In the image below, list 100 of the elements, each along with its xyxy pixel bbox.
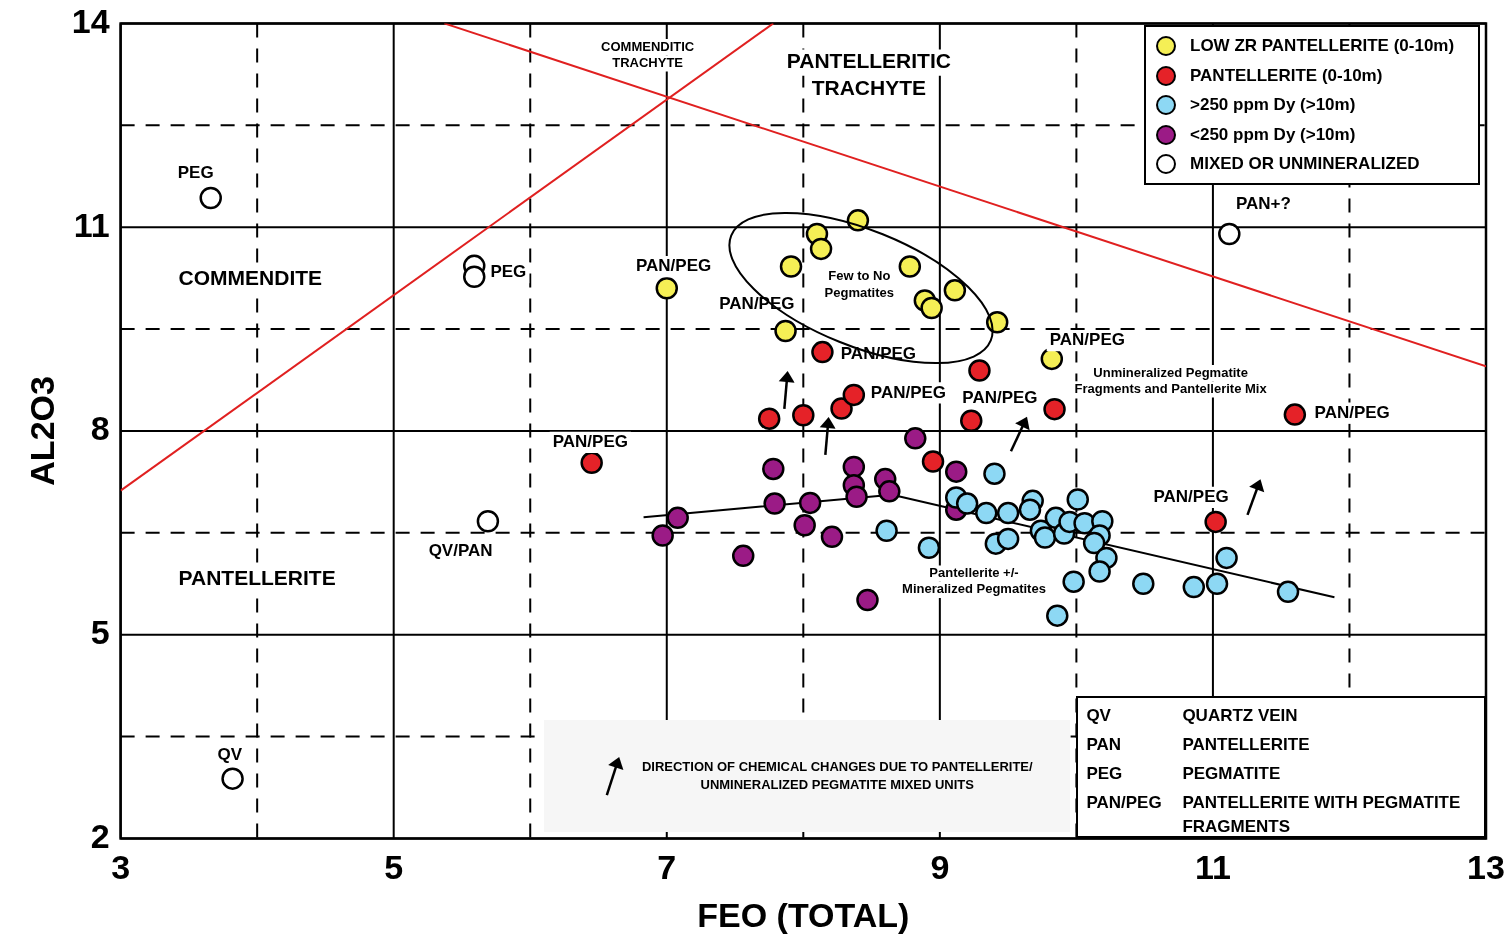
x-tick-label: 7	[657, 848, 677, 887]
annotation: PAN/PEG	[1086, 791, 1163, 814]
point	[1204, 510, 1227, 534]
point	[996, 527, 1020, 551]
annotation: COMMENDITIC TRACHYTE	[601, 38, 695, 71]
point	[875, 519, 898, 542]
x-tick-label: 5	[384, 848, 404, 887]
x-axis-title: FEO (TOTAL)	[697, 895, 910, 934]
annotation: Few to No Pegmatites	[824, 268, 894, 300]
point	[1218, 222, 1241, 246]
point	[1040, 347, 1064, 371]
point	[1062, 570, 1085, 593]
annotation: PEG	[1086, 762, 1124, 785]
point	[793, 514, 816, 537]
annotation: QUARTZ VEIN	[1182, 704, 1298, 727]
x-tick-label: 11	[1194, 848, 1231, 887]
point	[779, 255, 803, 278]
point	[1033, 526, 1057, 549]
annotation: PAN/PEG	[552, 432, 628, 452]
y-tick-label: 5	[90, 613, 110, 652]
annotation: COMMENDITE	[178, 265, 323, 289]
point	[975, 501, 998, 525]
point	[1066, 488, 1089, 511]
point	[463, 265, 486, 288]
annotation: PEG	[490, 262, 527, 282]
point	[199, 186, 222, 210]
legend-label: >250 ppm Dy (>10m)	[1190, 95, 1356, 116]
point	[1283, 403, 1307, 426]
point	[1205, 572, 1229, 595]
point	[1046, 604, 1069, 627]
point	[809, 237, 833, 261]
point	[968, 359, 991, 382]
point	[1215, 546, 1238, 570]
point	[983, 462, 1006, 485]
x-tick-label: 3	[111, 848, 131, 887]
point	[842, 455, 866, 479]
point	[904, 427, 927, 450]
point	[842, 383, 866, 407]
point	[221, 767, 244, 790]
point	[476, 509, 500, 533]
point	[820, 525, 844, 549]
annotation: Unmineralized Pegmatite Fragments and Pantellerite Mix	[1074, 364, 1268, 397]
point	[580, 451, 603, 475]
annotation: PAN/PEG	[1049, 330, 1125, 350]
annotation: QV/PAN	[428, 540, 493, 560]
annotation: DIRECTION OF CHEMICAL CHANGES DUE TO PANTELLERITE/ UNMINERALIZED PEGMATITE MIXED UNITS	[641, 757, 1033, 794]
point	[920, 296, 943, 320]
legend-label: MIXED OR UNMINERALIZED	[1190, 154, 1420, 175]
annotation: PANTELLERITE WITH PEGMATITE FRAGMENTS	[1182, 791, 1462, 838]
point	[811, 340, 834, 364]
annotation: PEG	[177, 163, 214, 183]
annotation: PANTELLERITE	[178, 565, 336, 589]
legend-label: <250 ppm Dy (>10m)	[1190, 124, 1356, 145]
annotation: QV	[217, 745, 243, 765]
point	[917, 536, 941, 559]
annotation: PAN/PEG	[1314, 402, 1390, 422]
y-axis-title: AL2O3	[22, 376, 61, 486]
annotation: PAN+?	[1235, 194, 1291, 214]
point	[878, 480, 901, 503]
point	[921, 450, 945, 473]
point	[666, 506, 689, 530]
point	[1182, 575, 1206, 599]
point	[996, 501, 1020, 525]
annotation: QV	[1086, 704, 1112, 727]
point	[1082, 531, 1106, 555]
annotation: PANTELLERITIC TRACHYTE	[786, 49, 951, 99]
point	[985, 310, 1009, 334]
annotation: PAN/PEG	[635, 256, 712, 276]
annotation: PAN/PEG	[962, 387, 1038, 407]
y-tick-label: 14	[71, 1, 110, 40]
annotation: PAN/PEG	[870, 382, 947, 402]
annotation: PAN/PEG	[1153, 487, 1229, 507]
x-tick-label: 9	[930, 848, 950, 887]
x-tick-label: 13	[1467, 848, 1505, 887]
annotation: PAN	[1086, 733, 1122, 756]
y-tick-label: 2	[90, 816, 110, 855]
point	[1088, 560, 1111, 583]
point	[774, 319, 797, 343]
point	[944, 460, 968, 483]
point	[655, 277, 679, 300]
point	[757, 407, 781, 430]
point	[762, 457, 785, 481]
point	[856, 588, 879, 612]
annotation: PEGMATITE	[1182, 762, 1281, 785]
legend-label: PANTELLERITE (0-10m)	[1190, 65, 1383, 86]
point	[1132, 572, 1155, 595]
point	[955, 492, 979, 515]
point	[1276, 580, 1300, 604]
note-box: DIRECTION OF CHEMICAL CHANGES DUE TO PANTELLERITE/ UNMINERALIZED PEGMATITE MIXED UNITS	[543, 719, 1071, 832]
point	[763, 492, 786, 515]
point	[898, 255, 922, 278]
annotation: PANTELLERITE	[1182, 733, 1310, 756]
point	[792, 404, 815, 427]
point	[960, 409, 983, 432]
point	[1043, 397, 1066, 421]
y-tick-label: 11	[73, 205, 110, 244]
point	[798, 491, 822, 515]
annotation: Pantellerite +/- Mineralized Pegmatites	[902, 565, 1046, 597]
point	[731, 544, 755, 568]
y-tick-label: 8	[90, 409, 110, 448]
